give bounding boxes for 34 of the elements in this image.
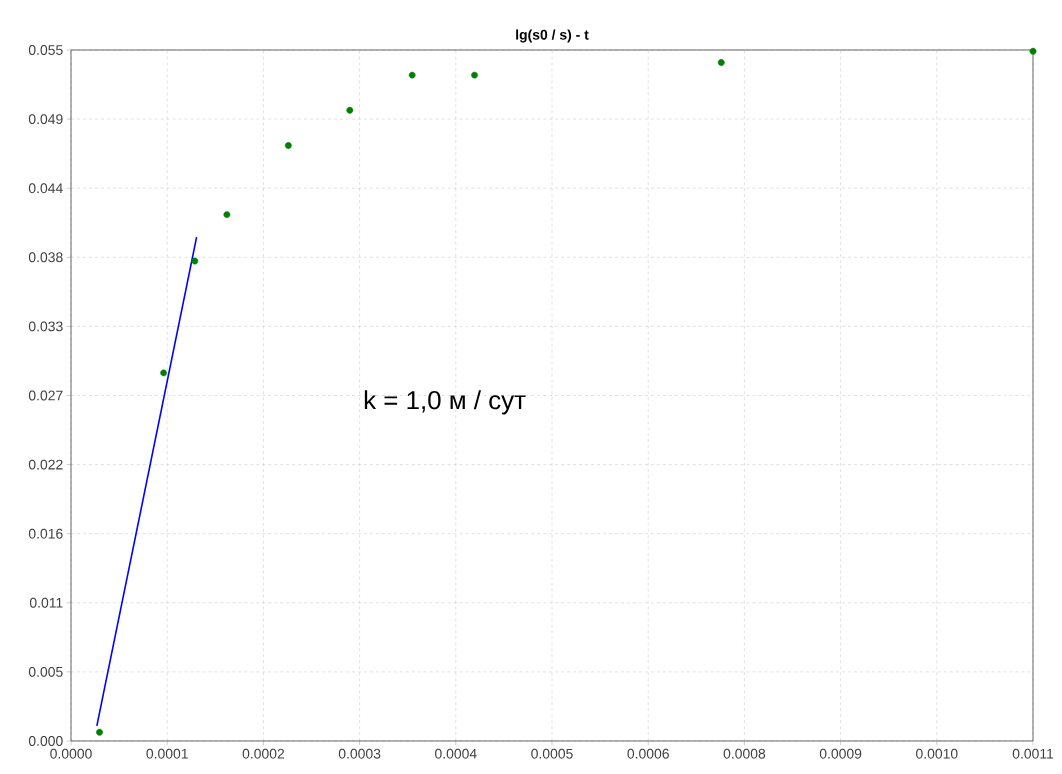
point <box>408 71 416 79</box>
point <box>346 106 354 114</box>
x-tick-label: 0.0003 <box>338 748 381 759</box>
x-tick-label: 0.0010 <box>916 748 958 759</box>
x-tick-label: 0.0002 <box>242 748 285 759</box>
point <box>160 369 168 377</box>
y-tick-label: 0.038 <box>28 252 63 263</box>
y-tick-label: 0.000 <box>28 736 63 746</box>
point <box>1029 47 1037 55</box>
y-tick-label: 0.049 <box>28 114 63 125</box>
y-tick-label: 0.044 <box>28 183 63 194</box>
x-tick-label: 0.0011 <box>1012 748 1054 759</box>
x-tick-label: 0.0005 <box>531 748 573 759</box>
y-tick-label: 0.005 <box>28 666 63 677</box>
point <box>717 59 725 66</box>
chart-title: lg(s0 / s) - t <box>516 29 589 43</box>
point <box>191 257 199 265</box>
point <box>96 728 103 736</box>
x-tick-label: 0.0006 <box>627 748 669 759</box>
x-tick-label: 0.0001 <box>146 748 188 759</box>
x-tick-label: 0.0000 <box>50 748 92 759</box>
y-tick-label: 0.027 <box>28 390 63 401</box>
annotation: k = 1,0 м / сут <box>364 390 526 415</box>
y-tick-label: 0.033 <box>28 321 63 332</box>
x-tick-label: 0.0008 <box>723 748 766 759</box>
point <box>284 142 292 149</box>
x-tick-label: 0.0009 <box>819 748 862 759</box>
y-tick-label: 0.022 <box>28 459 63 470</box>
x-tick-label: 0.0004 <box>435 748 477 759</box>
point <box>471 71 478 79</box>
y-tick-label: 0.016 <box>28 528 63 539</box>
point <box>223 211 231 218</box>
y-tick-label: 0.011 <box>29 597 63 608</box>
y-tick-label: 0.055 <box>28 45 63 55</box>
